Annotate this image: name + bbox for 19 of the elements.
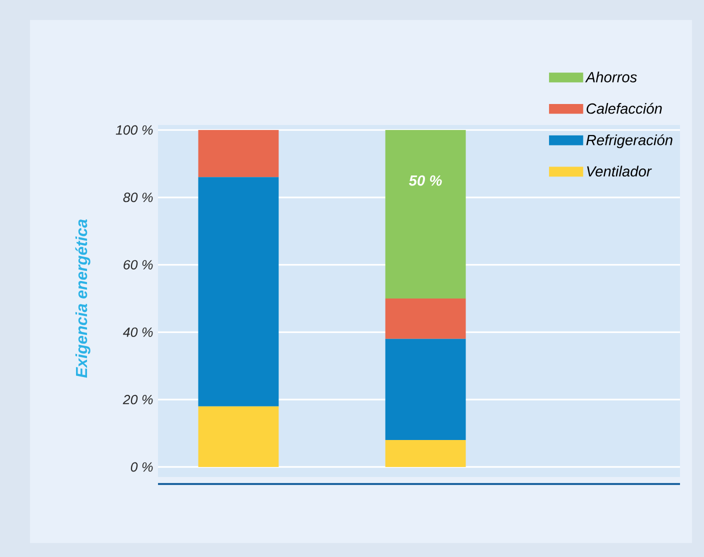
y-tick-label: 20 %: [122, 394, 153, 404]
y-tick-label: 0 %: [130, 462, 153, 472]
bar: [198, 130, 279, 178]
bar: [385, 440, 466, 467]
legend-label: Refrigeración: [586, 134, 672, 148]
bar: [385, 298, 466, 339]
legend-label: Calefacción: [586, 102, 662, 114]
bar: [198, 406, 279, 467]
bar: [198, 177, 279, 406]
y-axis-title: Exigencia energética: [75, 219, 90, 378]
y-tick-label: 80 %: [123, 192, 153, 202]
legend-label: Ahorros: [585, 72, 637, 82]
bar: [385, 338, 466, 440]
data-label: 50 %: [408, 175, 442, 186]
bar: [385, 130, 466, 298]
y-tick-label: 100 %: [116, 125, 153, 135]
legend-label: Ventilador: [587, 166, 652, 177]
y-tick-label: 40 %: [122, 327, 153, 337]
y-tick-label: 60 %: [124, 260, 153, 270]
